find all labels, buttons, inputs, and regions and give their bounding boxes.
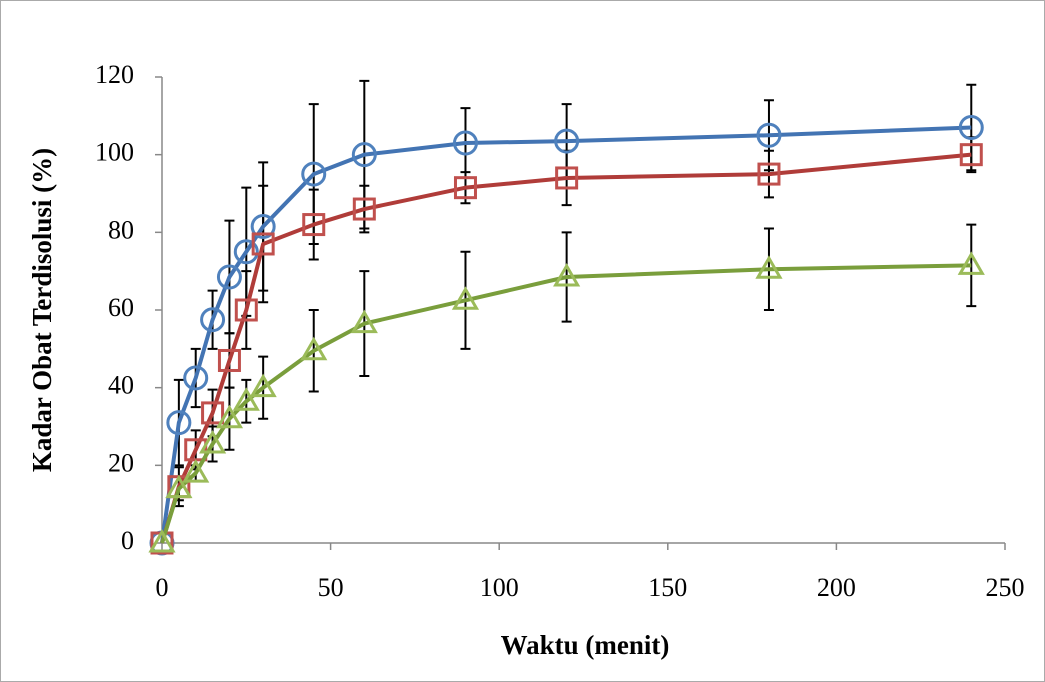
marker: [351, 142, 377, 168]
marker: [182, 459, 210, 483]
x-tick-label: 50: [318, 573, 344, 602]
x-axis-title: Waktu (menit): [501, 630, 670, 660]
y-tick-label: 40: [108, 371, 134, 400]
marker: [166, 410, 192, 436]
marker: [201, 401, 225, 425]
marker: [958, 114, 984, 140]
marker: [217, 348, 241, 372]
marker: [555, 166, 579, 190]
series-line: [160, 152, 972, 544]
marker: [300, 336, 328, 361]
series-line: [160, 125, 972, 544]
marker: [350, 309, 378, 334]
marker: [352, 197, 376, 221]
x-tick-label: 100: [480, 573, 519, 602]
marker: [251, 232, 275, 256]
marker: [301, 161, 327, 187]
marker: [215, 404, 244, 429]
marker: [756, 122, 782, 148]
y-tick-label: 20: [108, 448, 134, 477]
marker: [233, 239, 259, 265]
marker: [554, 128, 580, 154]
marker: [198, 429, 227, 454]
marker: [451, 286, 480, 310]
marker: [957, 251, 985, 275]
marker: [302, 213, 326, 237]
y-tick-label: 60: [108, 293, 134, 322]
y-tick-label: 0: [121, 526, 134, 555]
marker: [148, 529, 176, 553]
marker: [200, 307, 226, 333]
marker: [553, 262, 581, 287]
x-tick-label: 150: [648, 573, 687, 602]
x-tick-label: 0: [156, 573, 169, 602]
y-tick-label: 120: [95, 60, 134, 89]
x-tick-label: 250: [986, 573, 1025, 602]
series-line: [160, 263, 972, 544]
y-tick-label: 80: [108, 215, 134, 244]
marker: [959, 143, 983, 167]
marker: [165, 474, 193, 499]
marker: [183, 365, 209, 391]
marker: [232, 387, 260, 411]
marker: [216, 264, 242, 290]
y-tick-label: 100: [95, 138, 134, 167]
marker: [757, 162, 781, 186]
y-axis-title: Kadar Obat Terdisolusi (%): [27, 148, 57, 472]
x-tick-label: 200: [817, 573, 856, 602]
marker: [249, 373, 277, 398]
marker: [250, 214, 276, 240]
marker: [453, 176, 477, 200]
marker: [234, 298, 258, 322]
marker: [755, 255, 783, 279]
marker: [452, 130, 478, 156]
